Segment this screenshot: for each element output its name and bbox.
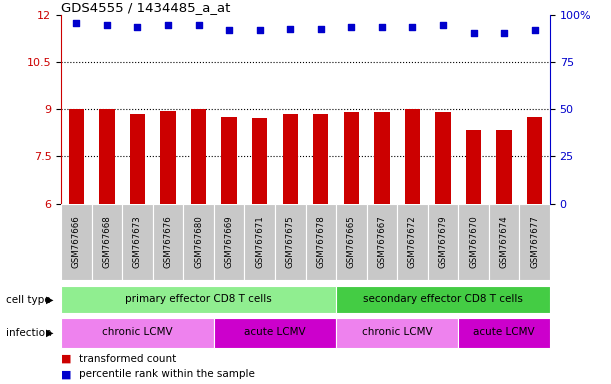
Text: GSM767672: GSM767672 — [408, 215, 417, 268]
Text: GSM767666: GSM767666 — [72, 215, 81, 268]
Point — [194, 22, 203, 28]
Bar — [61, 318, 214, 348]
Text: GSM767677: GSM767677 — [530, 215, 539, 268]
Text: acute LCMV: acute LCMV — [244, 328, 306, 338]
Bar — [99, 109, 115, 204]
Text: GSM767673: GSM767673 — [133, 215, 142, 268]
Point — [408, 24, 417, 30]
Point — [346, 24, 356, 30]
Text: GSM767668: GSM767668 — [103, 215, 111, 268]
Text: GSM767667: GSM767667 — [378, 215, 386, 268]
Bar — [252, 118, 268, 204]
Bar — [191, 109, 207, 204]
Bar — [343, 112, 359, 204]
Bar — [519, 204, 550, 280]
Point — [224, 27, 234, 33]
Bar — [428, 204, 458, 280]
Point — [285, 25, 295, 31]
Point — [377, 24, 387, 30]
Bar — [61, 204, 92, 280]
Text: ■: ■ — [61, 354, 71, 364]
Text: infection: infection — [6, 328, 52, 338]
Text: GSM767676: GSM767676 — [164, 215, 172, 268]
Text: GSM767680: GSM767680 — [194, 215, 203, 268]
Bar — [336, 318, 458, 348]
Bar — [374, 112, 390, 204]
Bar — [404, 109, 420, 204]
Text: GSM767671: GSM767671 — [255, 215, 264, 268]
Bar — [282, 114, 298, 204]
Text: chronic LCMV: chronic LCMV — [362, 328, 433, 338]
Bar — [160, 111, 176, 204]
Text: transformed count: transformed count — [79, 354, 177, 364]
Text: cell type: cell type — [6, 295, 51, 305]
Bar — [397, 204, 428, 280]
Text: GSM767665: GSM767665 — [347, 215, 356, 268]
Bar — [130, 114, 145, 204]
Point — [133, 24, 142, 30]
Point — [469, 30, 478, 36]
Point — [316, 25, 326, 31]
Point — [499, 30, 509, 36]
Point — [163, 22, 173, 28]
Bar — [336, 286, 550, 313]
Bar — [61, 286, 336, 313]
Bar — [458, 318, 550, 348]
Bar — [214, 204, 244, 280]
Bar — [313, 114, 329, 204]
Text: GSM767678: GSM767678 — [316, 215, 325, 268]
Bar — [336, 204, 367, 280]
Text: ▶: ▶ — [46, 295, 54, 305]
Bar — [527, 117, 543, 204]
Bar — [244, 204, 275, 280]
Text: GSM767675: GSM767675 — [286, 215, 295, 268]
Bar — [92, 204, 122, 280]
Bar — [489, 204, 519, 280]
Text: GSM767679: GSM767679 — [439, 215, 447, 268]
Text: acute LCMV: acute LCMV — [474, 328, 535, 338]
Point — [530, 27, 540, 33]
Bar — [183, 204, 214, 280]
Bar — [306, 204, 336, 280]
Text: ■: ■ — [61, 369, 71, 379]
Bar — [122, 204, 153, 280]
Text: GSM767670: GSM767670 — [469, 215, 478, 268]
Text: secondary effector CD8 T cells: secondary effector CD8 T cells — [363, 294, 523, 304]
Point — [71, 20, 81, 26]
Bar — [367, 204, 397, 280]
Bar — [221, 117, 237, 204]
Text: chronic LCMV: chronic LCMV — [102, 328, 173, 338]
Bar — [435, 112, 450, 204]
Bar — [275, 204, 306, 280]
Text: GSM767669: GSM767669 — [225, 215, 233, 268]
Bar — [68, 109, 84, 204]
Bar — [214, 318, 336, 348]
Point — [438, 22, 448, 28]
Text: percentile rank within the sample: percentile rank within the sample — [79, 369, 255, 379]
Bar — [458, 204, 489, 280]
Text: GSM767674: GSM767674 — [500, 215, 508, 268]
Text: ▶: ▶ — [46, 328, 54, 338]
Text: primary effector CD8 T cells: primary effector CD8 T cells — [125, 294, 272, 304]
Point — [255, 27, 265, 33]
Bar — [466, 131, 481, 204]
Point — [102, 22, 112, 28]
Text: GDS4555 / 1434485_a_at: GDS4555 / 1434485_a_at — [61, 1, 230, 14]
Bar — [153, 204, 183, 280]
Bar — [496, 131, 511, 204]
